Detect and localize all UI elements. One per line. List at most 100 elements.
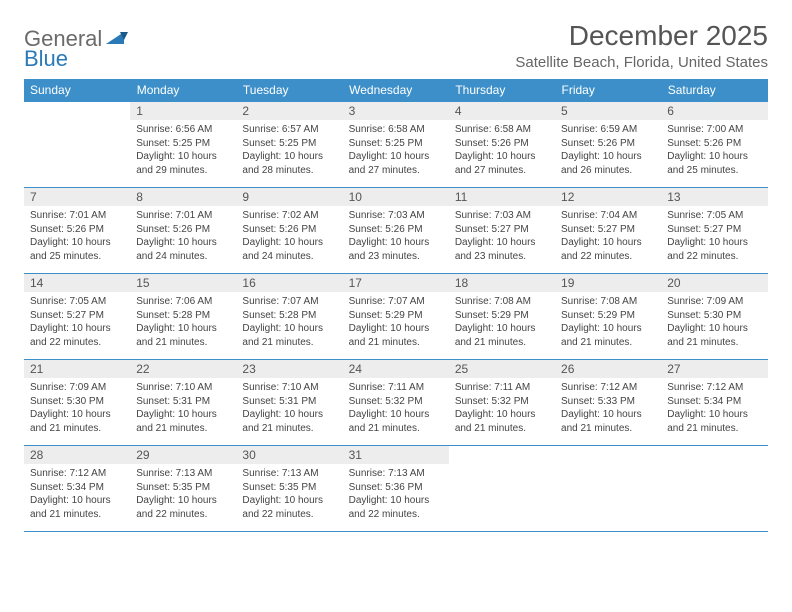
daylight: Daylight: 10 hours and 27 minutes. [455,150,549,177]
weekday-header: Tuesday [236,79,342,102]
sunrise: Sunrise: 7:12 AM [561,381,655,395]
day-body: Sunrise: 7:13 AMSunset: 5:36 PMDaylight:… [343,464,449,525]
calendar-cell: 15Sunrise: 7:06 AMSunset: 5:28 PMDayligh… [130,274,236,360]
sunrise: Sunrise: 7:07 AM [349,295,443,309]
sunset: Sunset: 5:34 PM [667,395,761,409]
day-number: 7 [24,188,130,206]
day-number: 13 [661,188,767,206]
sunset: Sunset: 5:29 PM [349,309,443,323]
sunset: Sunset: 5:25 PM [349,137,443,151]
sunset: Sunset: 5:34 PM [30,481,124,495]
day-number: 16 [236,274,342,292]
calendar-cell: 12 Sunrise: 7:04 AMSunset: 5:27 PMDayligh… [555,188,661,274]
sunrise: Sunrise: 7:09 AM [30,381,124,395]
weekday-header: Sunday [24,79,130,102]
day-body: Sunrise: 7:13 AMSunset: 5:35 PMDaylight:… [130,464,236,525]
day-body: Sunrise: 7:06 AMSunset: 5:28 PMDaylight:… [130,292,236,353]
daylight: Daylight: 10 hours and 21 minutes. [667,408,761,435]
day-body: Sunrise: 6:59 AMSunset: 5:26 PMDaylight:… [555,120,661,181]
sunrise: Sunrise: 6:56 AM [136,123,230,137]
sunset: Sunset: 5:27 PM [455,223,549,237]
header: General December 2025 Satellite Beach, F… [24,20,768,71]
day-body: Sunrise: 7:08 AMSunset: 5:29 PMDaylight:… [555,292,661,353]
weekday-header: Wednesday [343,79,449,102]
sunrise: Sunrise: 7:04 AM [561,209,655,223]
sunrise: Sunrise: 6:57 AM [242,123,336,137]
day-number: 21 [24,360,130,378]
sunset: Sunset: 5:26 PM [667,137,761,151]
calendar-row: 14Sunrise: 7:05 AMSunset: 5:27 PMDayligh… [24,274,768,360]
daylight: Daylight: 10 hours and 29 minutes. [136,150,230,177]
daylight: Daylight: 10 hours and 21 minutes. [242,322,336,349]
calendar-cell: 29Sunrise: 7:13 AMSunset: 5:35 PMDayligh… [130,446,236,532]
calendar-row: 21Sunrise: 7:09 AMSunset: 5:30 PMDayligh… [24,360,768,446]
sunrise: Sunrise: 7:11 AM [455,381,549,395]
day-number: 18 [449,274,555,292]
day-number: 11 [449,188,555,206]
sunrise: Sunrise: 7:12 AM [30,467,124,481]
calendar-cell: 9Sunrise: 7:02 AMSunset: 5:26 PMDaylight… [236,188,342,274]
day-number: 10 [343,188,449,206]
calendar-cell: 7Sunrise: 7:01 AMSunset: 5:26 PMDaylight… [24,188,130,274]
calendar-cell: 8Sunrise: 7:01 AMSunset: 5:26 PMDaylight… [130,188,236,274]
daylight: Daylight: 10 hours and 21 minutes. [349,322,443,349]
sunset: Sunset: 5:26 PM [455,137,549,151]
calendar-cell: 24Sunrise: 7:11 AMSunset: 5:32 PMDayligh… [343,360,449,446]
sunrise: Sunrise: 7:05 AM [667,209,761,223]
calendar-cell [449,446,555,532]
daylight: Daylight: 10 hours and 21 minutes. [242,408,336,435]
weekday-header: Friday [555,79,661,102]
calendar-cell: 20Sunrise: 7:09 AMSunset: 5:30 PMDayligh… [661,274,767,360]
sunset: Sunset: 5:25 PM [136,137,230,151]
day-body: Sunrise: 6:57 AMSunset: 5:25 PMDaylight:… [236,120,342,181]
daylight: Daylight: 10 hours and 21 minutes. [455,322,549,349]
day-number: 12 [555,188,661,206]
day-number: 5 [555,102,661,120]
daylight: Daylight: 10 hours and 23 minutes. [349,236,443,263]
day-number: 19 [555,274,661,292]
day-body: Sunrise: 7:13 AMSunset: 5:35 PMDaylight:… [236,464,342,525]
sunset: Sunset: 5:28 PM [136,309,230,323]
day-number: 20 [661,274,767,292]
day-body: Sunrise: 7:10 AMSunset: 5:31 PMDaylight:… [130,378,236,439]
daylight: Daylight: 10 hours and 21 minutes. [136,322,230,349]
day-body: Sunrise: 7:11 AMSunset: 5:32 PMDaylight:… [449,378,555,439]
calendar-cell: 25Sunrise: 7:11 AMSunset: 5:32 PMDayligh… [449,360,555,446]
day-number: 14 [24,274,130,292]
daylight: Daylight: 10 hours and 22 minutes. [242,494,336,521]
calendar-cell: 2Sunrise: 6:57 AMSunset: 5:25 PMDaylight… [236,102,342,188]
day-body: Sunrise: 7:05 AMSunset: 5:27 PMDaylight:… [24,292,130,353]
day-body: Sunrise: 7:03 AMSunset: 5:26 PMDaylight:… [343,206,449,267]
sunset: Sunset: 5:25 PM [242,137,336,151]
calendar-cell: 5Sunrise: 6:59 AMSunset: 5:26 PMDaylight… [555,102,661,188]
daylight: Daylight: 10 hours and 22 minutes. [561,236,655,263]
calendar-row: 1Sunrise: 6:56 AMSunset: 5:25 PMDaylight… [24,102,768,188]
sunset: Sunset: 5:35 PM [242,481,336,495]
day-number: 1 [130,102,236,120]
day-number: 31 [343,446,449,464]
sunrise: Sunrise: 7:01 AM [136,209,230,223]
day-body: Sunrise: 7:10 AMSunset: 5:31 PMDaylight:… [236,378,342,439]
calendar-cell: 18Sunrise: 7:08 AMSunset: 5:29 PMDayligh… [449,274,555,360]
daylight: Daylight: 10 hours and 25 minutes. [667,150,761,177]
sunset: Sunset: 5:26 PM [349,223,443,237]
calendar-cell: 28Sunrise: 7:12 AMSunset: 5:34 PMDayligh… [24,446,130,532]
sunset: Sunset: 5:27 PM [561,223,655,237]
calendar-page: General December 2025 Satellite Beach, F… [0,0,792,552]
day-body: Sunrise: 7:09 AMSunset: 5:30 PMDaylight:… [661,292,767,353]
day-body: Sunrise: 6:58 AMSunset: 5:26 PMDaylight:… [449,120,555,181]
sunrise: Sunrise: 7:13 AM [349,467,443,481]
calendar-cell: 11Sunrise: 7:03 AMSunset: 5:27 PMDayligh… [449,188,555,274]
sunset: Sunset: 5:31 PM [136,395,230,409]
calendar-row: 28Sunrise: 7:12 AMSunset: 5:34 PMDayligh… [24,446,768,532]
day-number: 29 [130,446,236,464]
daylight: Daylight: 10 hours and 21 minutes. [136,408,230,435]
calendar-cell: 6Sunrise: 7:00 AMSunset: 5:26 PMDaylight… [661,102,767,188]
calendar-cell: 23Sunrise: 7:10 AMSunset: 5:31 PMDayligh… [236,360,342,446]
day-number: 26 [555,360,661,378]
day-body: Sunrise: 7:09 AMSunset: 5:30 PMDaylight:… [24,378,130,439]
calendar-cell: 3Sunrise: 6:58 AMSunset: 5:25 PMDaylight… [343,102,449,188]
day-number: 3 [343,102,449,120]
sunrise: Sunrise: 7:06 AM [136,295,230,309]
sunset: Sunset: 5:28 PM [242,309,336,323]
